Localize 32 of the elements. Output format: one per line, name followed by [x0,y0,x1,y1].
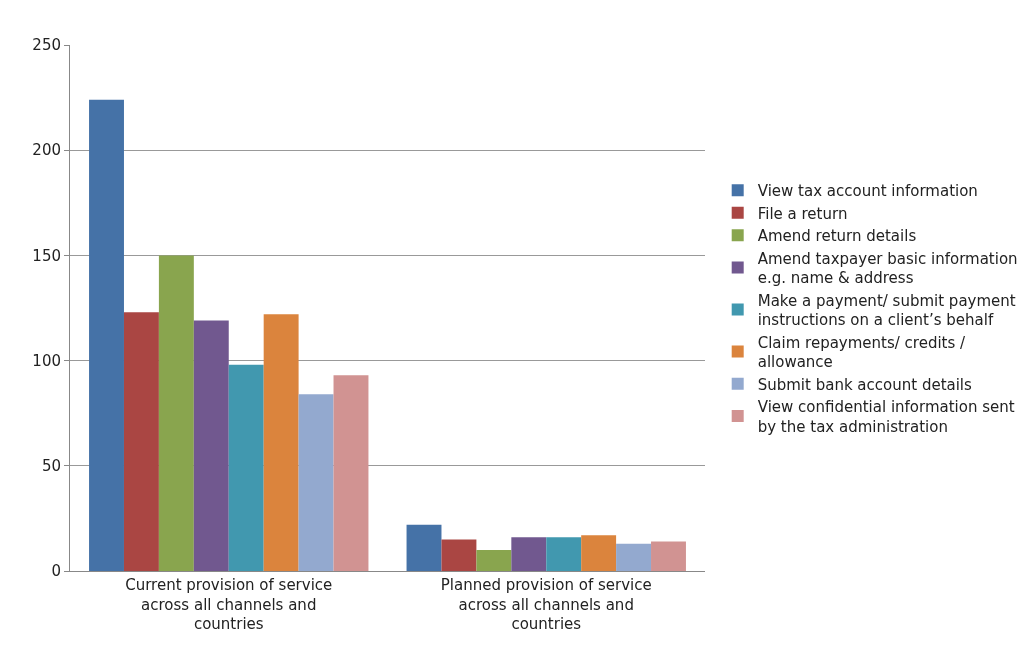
bar [193,320,229,571]
y-tick-label: 200 [32,141,61,160]
bar [546,537,582,571]
y-tick-label: 0 [51,562,61,581]
y-tick-label: 150 [32,246,61,265]
bar [333,375,369,571]
bar [263,314,299,571]
bar [511,537,547,571]
y-tick-label: 50 [41,457,61,476]
legend-label: Amend return details [757,227,917,246]
legend-label: Submit bank account details [757,375,973,394]
bar [651,541,686,571]
y-tick-label: 100 [32,351,61,370]
legend-label: Claim repayments/ credits / allowance [757,333,967,372]
bar [616,543,652,571]
legend-label: File a return [757,204,848,223]
bar [441,539,477,571]
bar [298,394,334,571]
legend-label: View tax account information [757,182,978,201]
legend-label: Amend taxpayer basic information e.g. name & address [757,249,1018,288]
bar [476,549,512,571]
bar [158,255,194,571]
x-tick-label: Current provision of service across all channels and countries [125,576,333,633]
y-tick-label: 250 [32,36,61,55]
x-tick-label: Planned provision of service across all channels and countries [440,576,652,633]
bar [228,364,264,571]
bar [123,312,159,571]
legend-label: View confidential information sent by the tax administration [757,398,1015,436]
legend-label: Make a payment/ submit payment instructions on a client’s behalf [757,291,1016,330]
bar [89,99,124,571]
bar [406,524,442,571]
bar [581,535,617,571]
